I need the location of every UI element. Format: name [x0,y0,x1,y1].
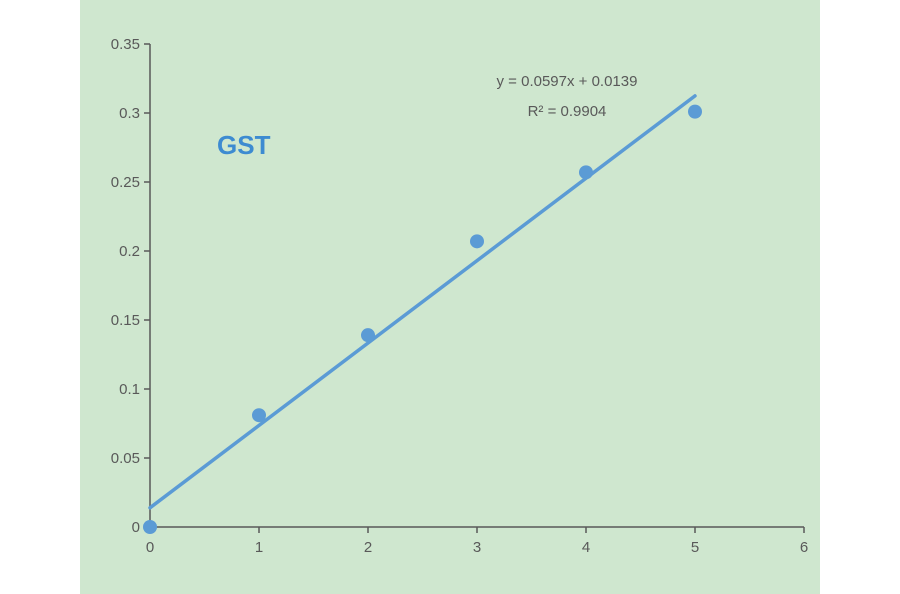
x-tick-label: 3 [473,539,481,556]
x-tick-label: 0 [146,539,154,556]
trendline-equation: y = 0.0597x + 0.0139 [497,73,638,90]
y-tick-label: 0.3 [119,105,140,122]
x-tick-label: 5 [691,539,699,556]
data-point [143,520,157,534]
y-tick-label: 0.05 [111,450,140,467]
y-tick-label: 0.1 [119,381,140,398]
y-tick-label: 0 [132,519,140,536]
x-tick-label: 6 [800,539,808,556]
y-tick-label: 0.2 [119,243,140,260]
x-tick-label: 4 [582,539,590,556]
points-group [143,104,702,534]
y-tick-label: 0.35 [111,36,140,53]
chart-area-background [80,0,820,594]
trendline [148,94,697,510]
x-tick-label: 1 [255,539,263,556]
trendline-r-squared: R² = 0.9904 [528,103,607,120]
trendline-group [148,94,697,510]
x-tick-label: 2 [364,539,372,556]
data-point [470,234,484,249]
data-point [361,328,375,343]
data-point [688,104,702,119]
chart-title: GST [217,130,271,160]
y-tick-label: 0.25 [111,174,140,191]
y-tick-label: 0.15 [111,312,140,329]
data-point [252,408,266,423]
data-point [579,165,593,180]
